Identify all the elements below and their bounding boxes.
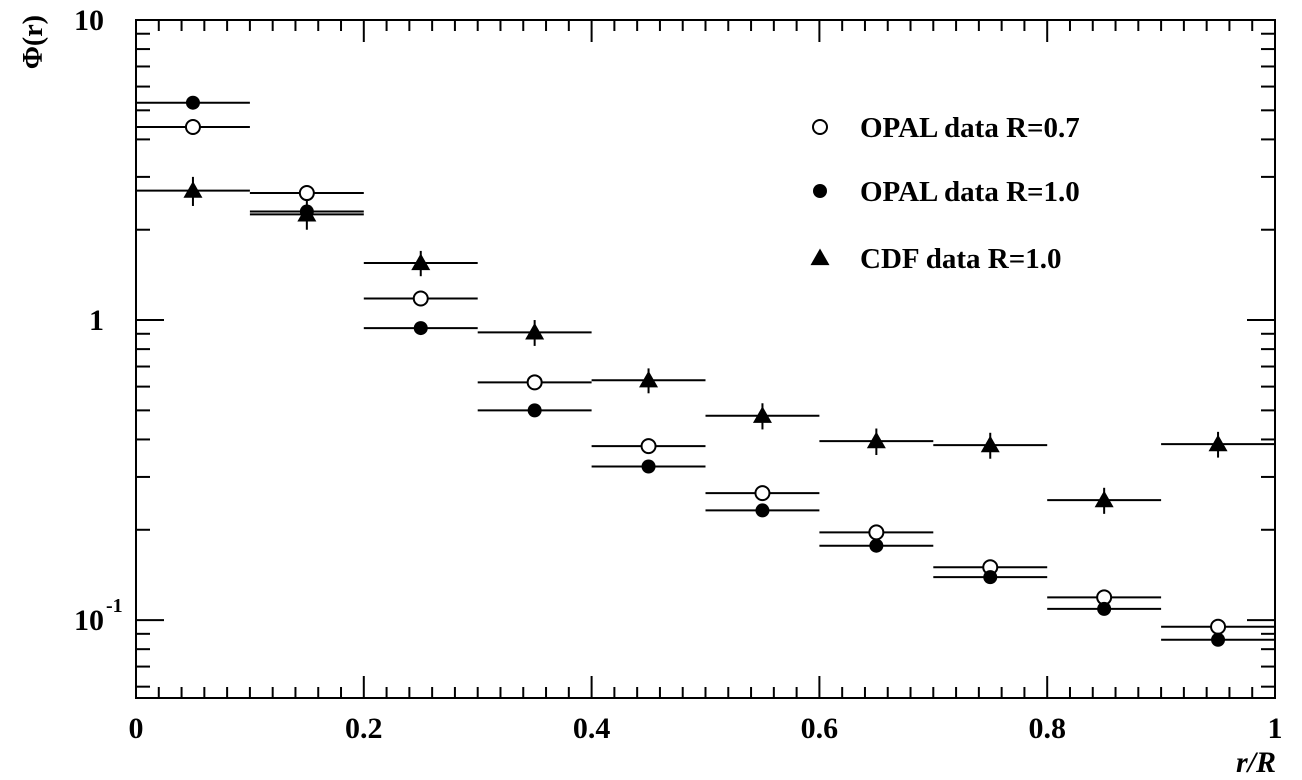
x-tick-label: 0.6 <box>801 712 839 745</box>
x-tick-label: 0 <box>129 712 144 745</box>
data-point <box>640 438 657 455</box>
y-tick-label: 1 <box>89 304 104 337</box>
data-point <box>866 431 886 449</box>
y-tick-exponent: -1 <box>106 595 123 617</box>
data-point <box>527 403 542 418</box>
data-point <box>639 370 659 388</box>
legend-marker <box>813 184 827 198</box>
legend-item: OPAL data R=0.7 <box>812 112 1080 144</box>
series-3 <box>136 176 1275 514</box>
data-point <box>754 485 771 502</box>
data-point <box>1097 601 1112 616</box>
data-point <box>1208 434 1228 452</box>
legend-item: OPAL data R=1.0 <box>813 176 1080 208</box>
series-1 <box>136 118 1275 635</box>
data-point <box>869 538 884 553</box>
data-point <box>526 374 543 391</box>
data-point <box>413 321 428 336</box>
legend-marker <box>812 119 828 135</box>
legend-label: CDF data R=1.0 <box>860 243 1062 275</box>
x-tick-label: 1 <box>1268 712 1283 745</box>
data-point <box>752 406 772 423</box>
y-axis-title: Φ(r) <box>18 15 49 69</box>
x-tick-label: 0.2 <box>345 712 383 745</box>
data-point <box>297 204 317 222</box>
legend-label: OPAL data R=1.0 <box>860 176 1080 208</box>
data-point <box>412 290 429 307</box>
x-tick-label: 0.8 <box>1028 712 1066 745</box>
y-tick-label: 10 <box>74 4 104 37</box>
data-point <box>983 570 998 585</box>
legend: OPAL data R=0.7 OPAL data R=1.0 CDF data R… <box>810 112 1080 275</box>
data-point <box>980 435 1000 453</box>
data-marks <box>136 95 1275 647</box>
legend-item: CDF data R=1.0 <box>810 243 1062 275</box>
x-tick-label: 0.4 <box>573 712 611 745</box>
legend-label: OPAL data R=0.7 <box>860 112 1080 144</box>
data-point <box>411 253 431 271</box>
plot-frame <box>135 19 1276 699</box>
data-point <box>1094 490 1114 508</box>
legend-marker <box>810 248 830 266</box>
data-point <box>868 524 885 541</box>
axis-ticks <box>135 19 1276 698</box>
data-point <box>298 185 315 202</box>
data-point <box>185 95 200 110</box>
data-point <box>1210 618 1227 635</box>
data-point <box>183 181 203 198</box>
data-point <box>755 503 770 518</box>
data-point <box>1211 632 1226 647</box>
y-tick-label: 10 <box>74 604 104 637</box>
data-point <box>184 118 201 135</box>
x-axis-title: r/R <box>1236 746 1276 779</box>
data-point <box>641 459 656 474</box>
data-point <box>525 322 545 340</box>
